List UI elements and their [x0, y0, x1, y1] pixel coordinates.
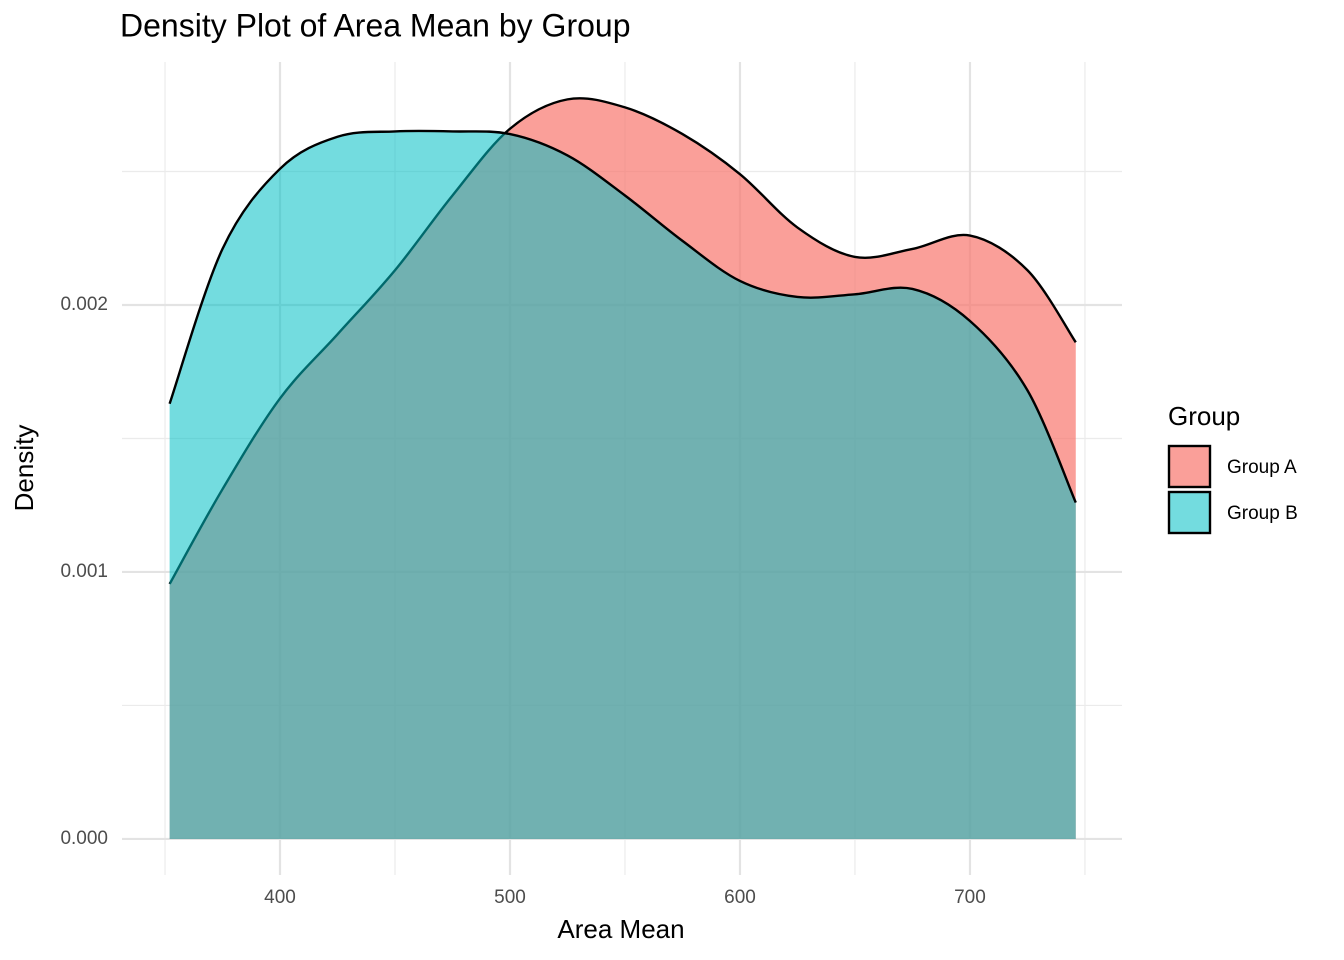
- density-line: [168, 129, 1077, 504]
- x-tick-label: 400: [264, 887, 296, 908]
- x-tick-label: 600: [724, 887, 756, 908]
- legend-key: [1167, 444, 1212, 489]
- x-tick-label: 500: [494, 887, 526, 908]
- x-tick-label: 700: [954, 887, 986, 908]
- y-tick-label: 0.002: [60, 294, 108, 315]
- legend-title: Group: [1168, 401, 1240, 431]
- x-axis-label: Area Mean: [557, 914, 684, 944]
- legend-key: [1167, 490, 1212, 535]
- density-area: [169, 130, 1076, 839]
- chart-title: Density Plot of Area Mean by Group: [120, 7, 630, 43]
- y-axis-label: Density: [9, 425, 39, 512]
- y-tick-label: 0.000: [60, 828, 108, 849]
- legend-label: Group A: [1227, 457, 1297, 478]
- legend-label: Group B: [1227, 503, 1298, 524]
- y-tick-label: 0.001: [60, 561, 108, 582]
